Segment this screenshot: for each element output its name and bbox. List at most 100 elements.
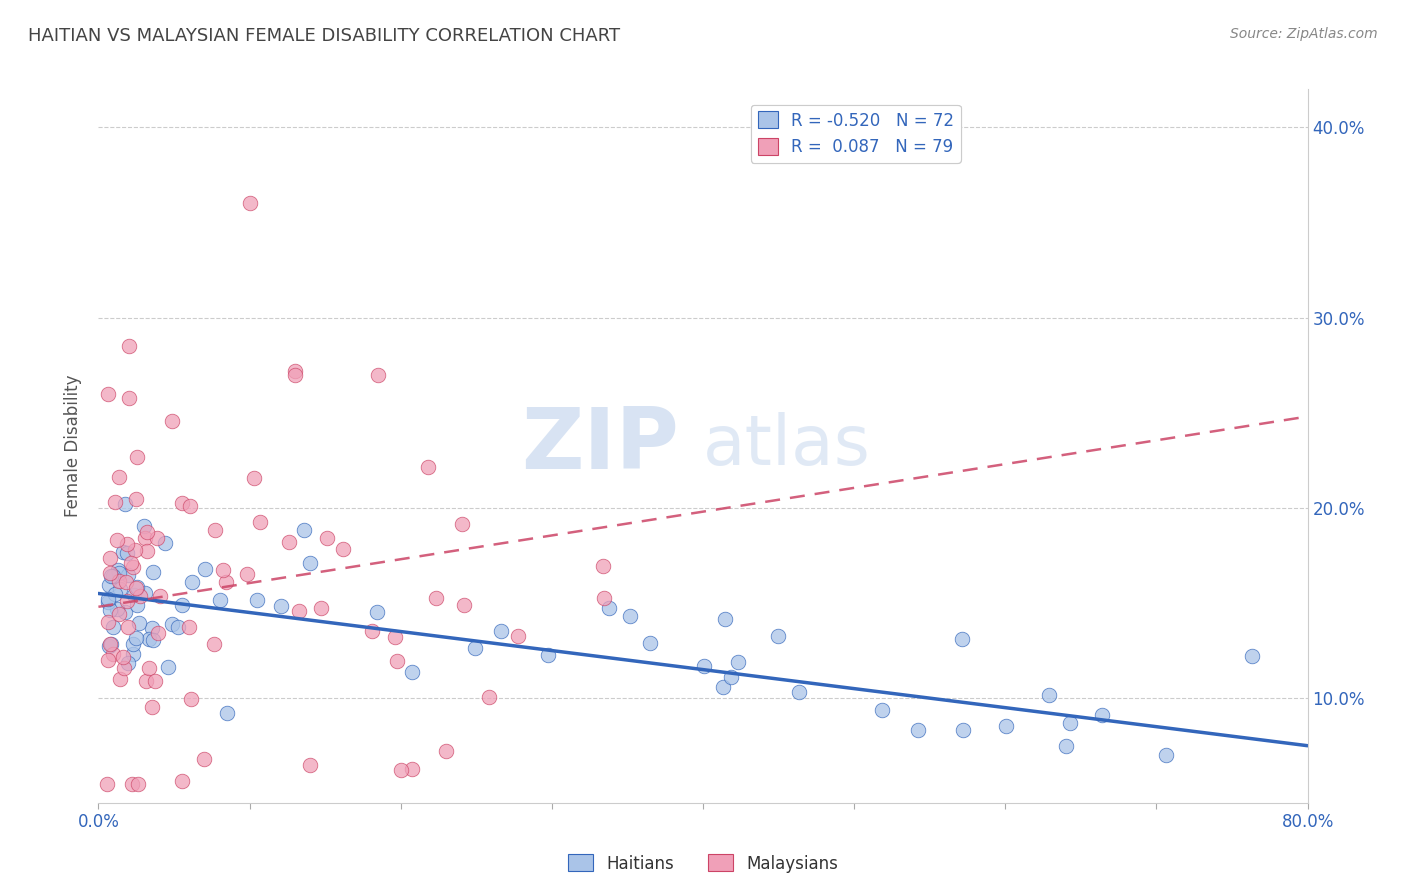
Point — [242, 471, 264, 485]
Text: HAITIAN VS MALAYSIAN FEMALE DISABILITY CORRELATION CHART: HAITIAN VS MALAYSIAN FEMALE DISABILITY C… — [28, 27, 620, 45]
Point — [217, 706, 239, 720]
Point — [384, 630, 406, 644]
Point — [128, 615, 150, 630]
Point — [115, 575, 138, 590]
Point — [98, 637, 121, 651]
Point — [464, 640, 486, 655]
Point — [98, 551, 121, 566]
Point — [135, 673, 157, 688]
Point — [142, 633, 165, 648]
Point — [108, 574, 131, 588]
Point — [143, 674, 166, 689]
Point — [96, 777, 118, 791]
Point — [434, 744, 457, 758]
Point — [112, 661, 135, 675]
Point — [146, 625, 169, 640]
Point — [766, 629, 789, 643]
Point — [142, 566, 165, 580]
Point — [136, 543, 159, 558]
Point — [101, 620, 124, 634]
Legend: Haitians, Malaysians: Haitians, Malaysians — [561, 847, 845, 880]
Point — [125, 631, 148, 645]
Point — [284, 364, 307, 378]
Point — [114, 497, 136, 511]
Point — [720, 670, 742, 684]
Point — [1059, 715, 1081, 730]
Point — [141, 621, 163, 635]
Point — [117, 620, 139, 634]
Point — [134, 532, 156, 546]
Point — [97, 615, 120, 629]
Point — [693, 659, 716, 673]
Point — [122, 588, 145, 602]
Point — [952, 723, 974, 737]
Point — [202, 637, 225, 651]
Point — [193, 752, 215, 766]
Point — [593, 591, 616, 606]
Point — [122, 637, 145, 651]
Point — [103, 647, 125, 661]
Point — [122, 647, 145, 661]
Point — [870, 703, 893, 717]
Point — [127, 599, 149, 613]
Point — [215, 575, 238, 590]
Point — [489, 624, 512, 639]
Point — [146, 531, 169, 545]
Point — [108, 672, 131, 686]
Point — [994, 719, 1017, 733]
Point — [111, 650, 134, 665]
Point — [117, 546, 139, 560]
Text: atlas: atlas — [703, 412, 870, 480]
Point — [278, 534, 301, 549]
Point — [107, 563, 129, 577]
Point — [98, 566, 121, 580]
Point — [367, 368, 389, 382]
Point — [209, 593, 232, 607]
Point — [127, 777, 149, 791]
Point — [157, 660, 180, 674]
Point — [284, 368, 307, 382]
Point — [537, 648, 560, 662]
Point — [167, 620, 190, 634]
Point — [104, 587, 127, 601]
Point — [401, 763, 423, 777]
Point — [108, 566, 131, 581]
Point — [177, 620, 200, 634]
Point — [172, 773, 194, 788]
Point — [316, 531, 339, 545]
Point — [194, 562, 217, 576]
Point — [1038, 688, 1060, 702]
Point — [389, 764, 412, 778]
Point — [1054, 739, 1077, 753]
Point — [416, 460, 439, 475]
Point — [125, 491, 148, 506]
Point — [236, 566, 259, 581]
Legend: R = -0.520   N = 72, R =  0.087   N = 79: R = -0.520 N = 72, R = 0.087 N = 79 — [751, 104, 960, 162]
Point — [124, 542, 146, 557]
Point — [125, 581, 148, 595]
Point — [172, 599, 194, 613]
Point — [907, 723, 929, 737]
Point — [425, 591, 447, 606]
Point — [1240, 648, 1263, 663]
Point — [121, 777, 143, 791]
Point — [204, 524, 226, 538]
Point — [118, 339, 141, 353]
Point — [105, 602, 128, 616]
Text: ZIP: ZIP — [522, 404, 679, 488]
Point — [97, 386, 120, 401]
Point — [134, 586, 156, 600]
Point — [179, 500, 201, 514]
Point — [101, 569, 124, 583]
Point — [727, 655, 749, 669]
Point — [787, 685, 810, 699]
Point — [100, 637, 122, 651]
Point — [97, 591, 120, 606]
Point — [132, 518, 155, 533]
Point — [299, 556, 322, 570]
Point — [129, 590, 152, 604]
Point — [117, 657, 139, 671]
Point — [120, 556, 142, 570]
Point — [592, 559, 614, 574]
Point — [97, 595, 120, 609]
